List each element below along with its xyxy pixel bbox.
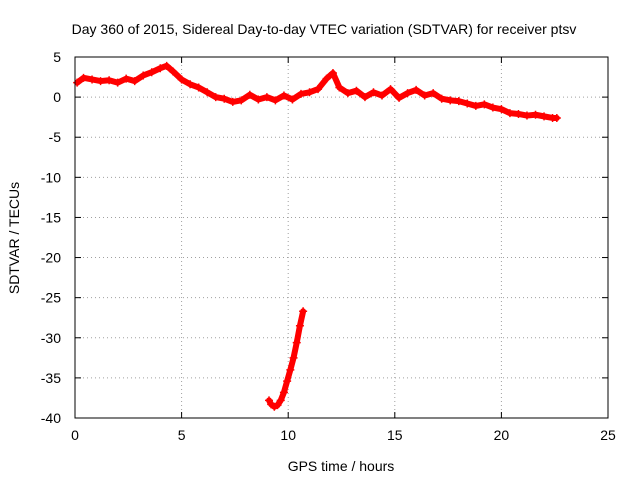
data-point <box>273 401 282 410</box>
data-point <box>437 94 446 103</box>
data-point <box>139 71 148 80</box>
data-point <box>237 96 246 105</box>
data-point <box>169 67 178 76</box>
data-point <box>271 96 280 105</box>
data-point <box>343 89 352 98</box>
data-point <box>454 97 463 106</box>
data-point <box>262 93 271 102</box>
data-point <box>130 77 139 86</box>
y-axis-label: SDTVAR / TECUs <box>6 182 22 294</box>
data-point <box>505 109 514 118</box>
x-tick-label: 10 <box>280 427 296 443</box>
data-point <box>177 75 186 84</box>
y-tick-label: -10 <box>41 169 61 185</box>
data-point <box>429 89 438 98</box>
data-point <box>322 74 331 83</box>
data-point <box>279 388 288 397</box>
data-point <box>245 90 254 99</box>
data-point <box>113 78 122 87</box>
data-point <box>412 85 421 94</box>
data-point <box>531 110 540 119</box>
data-point <box>186 80 195 89</box>
x-tick-label: 5 <box>178 427 186 443</box>
data-point <box>147 68 156 77</box>
data-point <box>522 111 531 120</box>
data-point <box>378 91 387 100</box>
data-point <box>289 353 298 362</box>
data-point <box>203 88 212 97</box>
data-point <box>288 95 297 104</box>
data-point <box>254 95 263 104</box>
data-point <box>276 396 285 405</box>
data-point <box>552 113 561 122</box>
y-tick-label: -30 <box>41 330 61 346</box>
axis-ticks <box>74 56 609 419</box>
data-point <box>296 89 305 98</box>
data-points <box>73 61 561 411</box>
x-tick-label: 15 <box>387 427 403 443</box>
data-point <box>328 69 337 78</box>
y-tick-label: -5 <box>49 129 62 145</box>
data-point <box>265 396 274 405</box>
x-tick-label: 20 <box>494 427 510 443</box>
data-point <box>463 99 472 108</box>
y-tick-label: -40 <box>41 410 61 426</box>
y-tick-label: -15 <box>41 209 61 225</box>
x-tick-label: 0 <box>71 427 79 443</box>
data-point <box>497 105 506 114</box>
data-point <box>514 109 523 118</box>
data-point <box>395 93 404 102</box>
x-axis-label: GPS time / hours <box>288 458 395 474</box>
data-point <box>471 101 480 110</box>
series-low-arc <box>265 307 308 411</box>
tick-labels: 0 5 10 15 20 25 5 0 -5 -10 -15 -20 -25 -30 -35 -40 <box>41 49 616 443</box>
data-point <box>220 94 229 103</box>
y-tick-label: -20 <box>41 250 61 266</box>
x-tick-label: 25 <box>600 427 616 443</box>
data-point <box>292 338 301 347</box>
y-tick-label: 5 <box>53 49 61 65</box>
data-point <box>403 89 412 98</box>
data-point <box>228 97 237 106</box>
data-point <box>88 75 97 84</box>
data-point <box>286 365 295 374</box>
series-band <box>74 62 560 121</box>
data-point <box>156 64 165 73</box>
data-point <box>211 93 220 102</box>
data-point <box>73 78 82 87</box>
data-point <box>386 85 395 94</box>
data-point <box>283 377 292 386</box>
data-point <box>96 77 105 86</box>
data-point <box>420 91 429 100</box>
data-point <box>446 96 455 105</box>
data-point <box>314 85 323 94</box>
plot-frame <box>74 56 609 419</box>
data-point <box>194 83 203 92</box>
y-tick-label: -35 <box>41 370 61 386</box>
data-point <box>369 88 378 97</box>
series-main-band <box>73 61 561 122</box>
chart-title: Day 360 of 2015, Sidereal Day-to-day VTE… <box>72 21 577 37</box>
data-point <box>105 76 114 85</box>
data-point <box>79 73 88 82</box>
data-point <box>360 93 369 102</box>
data-point <box>488 103 497 112</box>
data-point <box>162 61 171 70</box>
y-tick-label: 0 <box>53 89 61 105</box>
data-point <box>352 86 361 95</box>
data-point <box>299 307 308 316</box>
grid-lines <box>75 57 608 418</box>
data-point <box>122 74 131 83</box>
data-point <box>295 321 304 330</box>
data-point <box>279 91 288 100</box>
data-point <box>335 83 344 92</box>
data-point <box>480 100 489 109</box>
y-tick-label: -25 <box>41 290 61 306</box>
data-point <box>305 88 314 97</box>
data-point <box>540 112 549 121</box>
